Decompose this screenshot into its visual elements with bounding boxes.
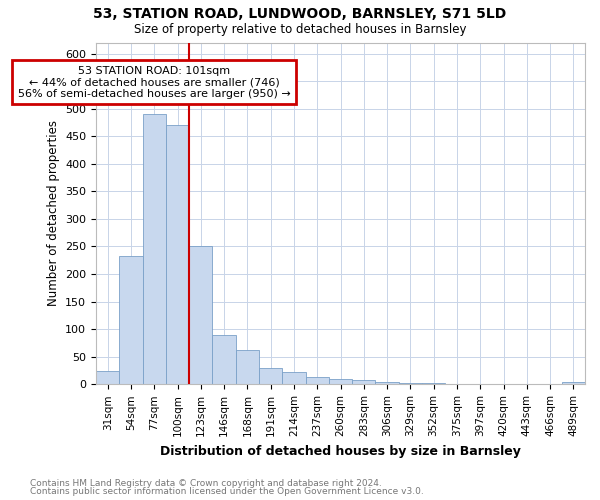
Text: Contains public sector information licensed under the Open Government Licence v3: Contains public sector information licen… bbox=[30, 487, 424, 496]
Bar bbox=[562, 382, 585, 384]
Text: Contains HM Land Registry data © Crown copyright and database right 2024.: Contains HM Land Registry data © Crown c… bbox=[30, 478, 382, 488]
Text: 53 STATION ROAD: 101sqm
← 44% of detached houses are smaller (746)
56% of semi-d: 53 STATION ROAD: 101sqm ← 44% of detache… bbox=[18, 66, 290, 99]
Bar bbox=[259, 368, 282, 384]
Bar bbox=[143, 114, 166, 384]
Y-axis label: Number of detached properties: Number of detached properties bbox=[47, 120, 59, 306]
Bar bbox=[329, 379, 352, 384]
Bar bbox=[352, 380, 376, 384]
Bar bbox=[399, 382, 422, 384]
Bar bbox=[189, 246, 212, 384]
Bar bbox=[212, 334, 236, 384]
Bar bbox=[282, 372, 305, 384]
Text: Size of property relative to detached houses in Barnsley: Size of property relative to detached ho… bbox=[134, 22, 466, 36]
Bar bbox=[422, 383, 445, 384]
Bar bbox=[376, 382, 399, 384]
Bar bbox=[166, 125, 189, 384]
Text: 53, STATION ROAD, LUNDWOOD, BARNSLEY, S71 5LD: 53, STATION ROAD, LUNDWOOD, BARNSLEY, S7… bbox=[94, 8, 506, 22]
Bar bbox=[305, 377, 329, 384]
Bar bbox=[236, 350, 259, 384]
Bar bbox=[96, 370, 119, 384]
X-axis label: Distribution of detached houses by size in Barnsley: Distribution of detached houses by size … bbox=[160, 444, 521, 458]
Bar bbox=[119, 256, 143, 384]
